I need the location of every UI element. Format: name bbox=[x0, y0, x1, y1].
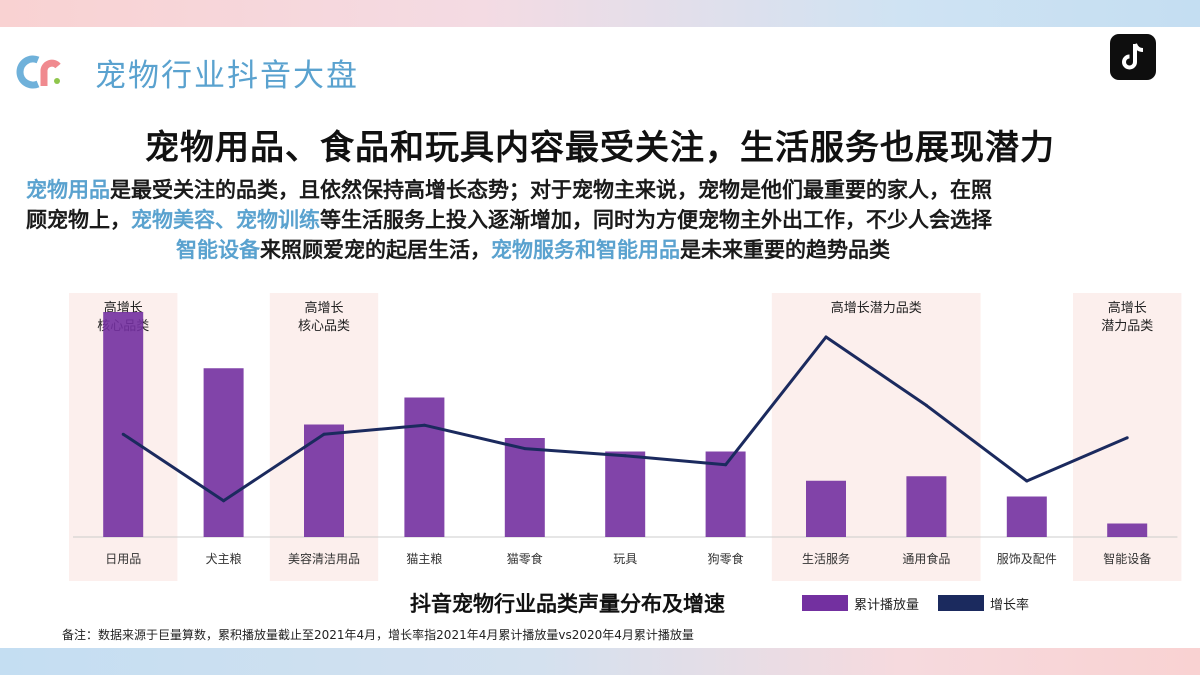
tiktok-icon bbox=[1110, 34, 1156, 80]
bar bbox=[404, 397, 445, 537]
x-tick-label: 生活服务 bbox=[802, 551, 850, 566]
highlight-group-label: 高增长潜力品类 bbox=[831, 300, 922, 316]
line-point bbox=[523, 447, 527, 451]
line-point bbox=[1025, 479, 1029, 483]
intro-text: 等生活服务上投入逐渐增加，同时为方便宠物主外出工作，不少人会选择 bbox=[320, 208, 992, 232]
legend-label-line: 增长率 bbox=[990, 598, 1030, 613]
x-tick-label: 服饰及配件 bbox=[997, 552, 1057, 566]
bottom-decor-band bbox=[0, 648, 1200, 675]
intro-text: 来照顾爱宠的起居生活， bbox=[260, 238, 491, 262]
x-tick-label: 智能设备 bbox=[1103, 551, 1151, 566]
intro-line-3: 智能设备来照顾爱宠的起居生活，宠物服务和智能用品是未来重要的趋势品类 bbox=[26, 235, 1186, 265]
bar bbox=[203, 368, 244, 537]
highlight-group-bg bbox=[771, 293, 981, 581]
x-tick-label: 犬主粮 bbox=[206, 551, 242, 566]
legend-swatch-line bbox=[938, 595, 984, 611]
line-point bbox=[623, 454, 627, 458]
highlight-group-label: 高增长 bbox=[304, 300, 343, 316]
line-point bbox=[724, 463, 728, 467]
bar bbox=[806, 480, 846, 537]
intro-highlight: 智能设备 bbox=[176, 238, 260, 262]
headline: 宠物用品、食品和玩具内容最受关注，生活服务也展现潜力 bbox=[145, 128, 1055, 168]
bar bbox=[906, 476, 947, 537]
legend-label-bar: 累计播放量 bbox=[854, 598, 920, 613]
bar bbox=[304, 424, 344, 537]
intro-line-1: 宠物用品是最受关注的品类，且依然保持高增长态势；对于宠物主来说，宠物是他们最重要… bbox=[26, 178, 992, 202]
header-title: 宠物行业抖音大盘 bbox=[95, 58, 359, 94]
intro-text: 顾宠物上， bbox=[26, 208, 131, 232]
intro-highlight: 宠物用品 bbox=[26, 178, 110, 202]
bar bbox=[605, 451, 646, 537]
highlight-group-label: 高增长 bbox=[1108, 300, 1147, 316]
footnote: 备注：数据来源于巨量算数，累积播放量截止至2021年4月，增长率指2021年4月… bbox=[62, 628, 694, 642]
x-tick-label: 猫主粮 bbox=[406, 551, 442, 566]
intro-highlight: 宠物服务和智能用品 bbox=[491, 238, 680, 262]
line-point bbox=[824, 335, 828, 339]
x-tick-label: 狗零食 bbox=[708, 551, 744, 566]
x-tick-label: 猫零食 bbox=[507, 551, 543, 566]
line-point bbox=[222, 499, 226, 503]
highlight-group-label: 潜力品类 bbox=[1101, 319, 1153, 334]
chart-title: 抖音宠物行业品类声量分布及增速 bbox=[410, 592, 725, 616]
x-tick-label: 日用品 bbox=[105, 552, 141, 566]
x-tick-label: 通用食品 bbox=[902, 551, 950, 566]
intro-highlight: 宠物美容、宠物训练 bbox=[131, 208, 320, 232]
intro-text: 是未来重要的趋势品类 bbox=[680, 238, 890, 262]
line-point bbox=[121, 432, 125, 436]
bar bbox=[504, 438, 545, 537]
category-chart: 高增长核心品类高增长核心品类高增长潜力品类高增长潜力品类日用品犬主粮美容清洁用品… bbox=[69, 293, 1182, 581]
line-point bbox=[422, 423, 426, 427]
bar bbox=[103, 312, 144, 537]
bar bbox=[1107, 523, 1148, 537]
top-decor-band bbox=[0, 0, 1200, 27]
bar bbox=[1006, 496, 1047, 537]
line-point bbox=[1125, 436, 1129, 440]
x-tick-label: 玩具 bbox=[613, 552, 637, 566]
line-point bbox=[322, 432, 326, 436]
legend-swatch-bar bbox=[802, 595, 848, 611]
intro-line-2: 顾宠物上，宠物美容、宠物训练等生活服务上投入逐渐增加，同时为方便宠物主外出工作，… bbox=[26, 205, 1186, 235]
highlight-group-label: 核心品类 bbox=[298, 319, 350, 334]
intro-text: 是最受关注的品类，且依然保持高增长态势；对于宠物主来说，宠物是他们最重要的家人，… bbox=[110, 178, 992, 202]
intro-paragraph: 宠物用品是最受关注的品类，且依然保持高增长态势；对于宠物主来说，宠物是他们最重要… bbox=[26, 175, 1186, 265]
x-tick-label: 美容清洁用品 bbox=[288, 551, 360, 566]
brand-logo-icon bbox=[16, 55, 61, 89]
line-point bbox=[924, 403, 928, 407]
